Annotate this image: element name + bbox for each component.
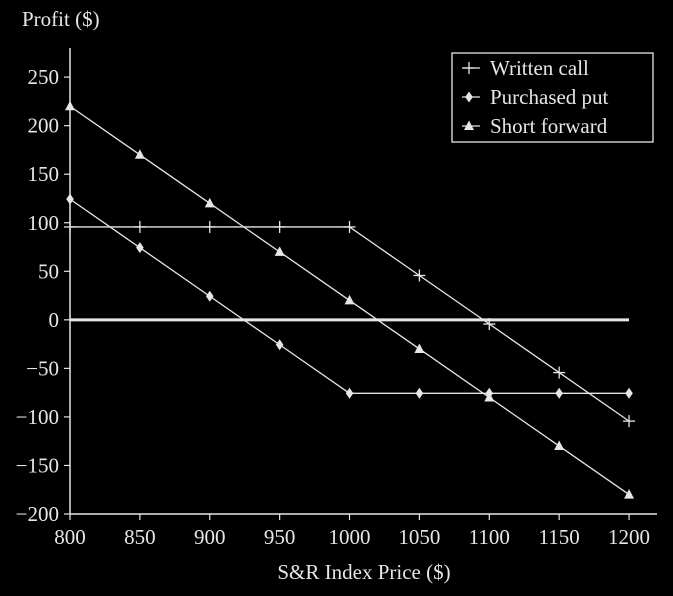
data-point-purchased-put [66, 193, 74, 205]
y-axis-title: Profit ($) [22, 7, 100, 31]
data-point-short-forward [204, 197, 215, 208]
data-point-short-forward [344, 294, 355, 305]
y-tick-label: −100 [16, 405, 59, 429]
y-tick-label: −200 [16, 502, 59, 526]
data-point-short-forward [65, 100, 75, 111]
legend-label-purchased-put: Purchased put [490, 85, 609, 109]
x-tick-label: 850 [124, 525, 156, 549]
data-point-purchased-put [625, 387, 633, 399]
y-tick-label: −50 [26, 356, 59, 380]
y-tick-label: −150 [16, 453, 59, 477]
data-point-purchased-put [345, 387, 354, 399]
series-layer [64, 100, 636, 499]
data-point-written-call [273, 220, 286, 233]
y-tick-label: 250 [28, 65, 60, 89]
x-tick-label: 1100 [469, 525, 510, 549]
legend-label-short-forward: Short forward [490, 114, 608, 138]
data-point-written-call [343, 220, 356, 233]
x-tick-label: 950 [264, 525, 296, 549]
legend-label-written-call: Written call [490, 56, 589, 80]
data-point-written-call [133, 220, 146, 233]
data-point-short-forward [624, 489, 635, 499]
data-point-purchased-put [136, 242, 144, 254]
x-tick-label: 1200 [608, 525, 650, 549]
data-point-short-forward [414, 343, 425, 353]
legend: Written call Purchased put Short forward [451, 52, 654, 143]
x-tick-label: 900 [194, 525, 226, 549]
x-tick-label: 800 [54, 525, 86, 549]
data-point-purchased-put [275, 339, 284, 351]
y-tick-label: 0 [49, 308, 60, 332]
y-tick-label: 50 [38, 259, 59, 283]
y-tick-label: 200 [28, 114, 60, 138]
data-point-short-forward [484, 392, 495, 402]
data-point-purchased-put [555, 387, 563, 399]
x-axis-title: S&R Index Price ($) [277, 560, 450, 584]
x-tick-label: 1050 [398, 525, 440, 549]
data-point-written-call [483, 318, 496, 331]
data-point-written-call [203, 220, 216, 233]
data-point-purchased-put [415, 387, 424, 399]
series-written-call [64, 220, 636, 428]
data-point-short-forward [554, 440, 565, 451]
legend-marker-purchased-put [465, 91, 473, 103]
x-tick-label: 1150 [539, 525, 580, 549]
legend-marker-short-forward [464, 120, 474, 130]
legend-marker-written-call [463, 62, 475, 74]
y-tick-label: 150 [28, 162, 60, 186]
series-short-forward [65, 100, 635, 499]
data-point-written-call [413, 269, 426, 282]
data-point-purchased-put [205, 290, 214, 302]
legend-box [451, 52, 654, 143]
data-point-short-forward [134, 149, 145, 159]
axes: −200 −150 −100 −50 0 50 100 150 200 250 800 850 900 9… [16, 48, 657, 549]
data-point-written-call [64, 220, 76, 233]
data-point-written-call [553, 366, 566, 379]
data-point-short-forward [274, 246, 285, 256]
x-tick-label: 1000 [329, 525, 371, 549]
y-tick-label: 100 [28, 211, 60, 235]
data-point-written-call [623, 415, 636, 428]
